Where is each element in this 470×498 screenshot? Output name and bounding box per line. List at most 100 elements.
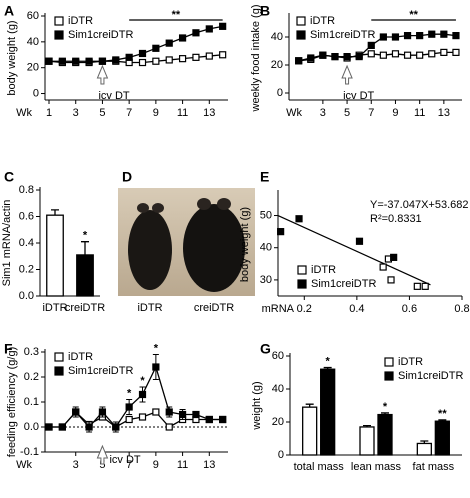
- legend-label: iDTR: [68, 15, 93, 27]
- bar: [377, 413, 393, 456]
- y-tick-label: -0.1: [20, 446, 39, 458]
- error-bar: [81, 241, 89, 255]
- marker: [72, 57, 80, 65]
- legend-label: Sim1creiDTR: [311, 278, 376, 290]
- legend-swatch: [384, 357, 394, 367]
- icv-arrow: [96, 444, 109, 465]
- x-tick-label: 7: [126, 459, 132, 471]
- x-tick-label: 7: [126, 107, 132, 119]
- y-axis-label: body weight (g): [6, 20, 18, 95]
- legend-label: Sim1creiDTR: [68, 29, 133, 41]
- y-tick-label: 30: [260, 274, 272, 286]
- significance-label: **: [409, 9, 418, 21]
- marker: [219, 22, 227, 30]
- x-axis-label: Wk: [16, 459, 32, 471]
- icv-label: icv DT: [98, 90, 129, 102]
- marker: [367, 41, 375, 50]
- panel-letter: F: [4, 341, 13, 357]
- legend-swatch: [54, 30, 64, 40]
- x-tick-label: total mass: [294, 461, 345, 473]
- marker: [295, 215, 303, 223]
- x-axis-label: mRNA: [262, 303, 295, 315]
- mouse-ear: [217, 198, 231, 210]
- bar: [434, 420, 450, 456]
- marker: [192, 53, 200, 61]
- marker: [85, 57, 93, 65]
- mouse-ear: [197, 198, 211, 210]
- y-tick-label: 40: [27, 36, 39, 48]
- legend-label: iDTR: [310, 15, 335, 27]
- marker: [452, 48, 460, 57]
- marker: [58, 423, 66, 431]
- icv-label: icv DT: [343, 90, 374, 102]
- marker: [367, 50, 375, 58]
- x-tick-label: 9: [153, 107, 159, 119]
- marker: [125, 53, 133, 61]
- legend-swatch: [296, 30, 306, 40]
- marker: [165, 423, 173, 431]
- marker: [219, 415, 227, 424]
- marker: [72, 408, 80, 416]
- y-axis-label: feeding efficiency (g/g): [6, 347, 18, 457]
- icv-arrow: [341, 64, 353, 85]
- x-tick-label: 0.8: [454, 303, 469, 315]
- marker: [178, 55, 187, 63]
- fit-r2: R²=0.8331: [370, 213, 422, 225]
- significance-label: *: [326, 355, 331, 367]
- legend-label: iDTR: [311, 264, 336, 276]
- marker: [205, 415, 213, 424]
- legend-swatch: [54, 16, 64, 26]
- icv-arrow: [96, 64, 109, 85]
- marker: [403, 51, 412, 59]
- legend-swatch: [54, 366, 64, 376]
- bar: [359, 426, 375, 456]
- marker: [391, 50, 400, 58]
- marker: [277, 228, 285, 236]
- x-tick-label: 3: [73, 107, 79, 119]
- marker: [379, 33, 387, 41]
- marker: [319, 51, 327, 59]
- marker: [331, 52, 339, 61]
- marker: [125, 415, 133, 424]
- marker: [379, 263, 387, 271]
- marker: [138, 58, 147, 67]
- significance-label: *: [127, 387, 132, 399]
- legend-label: Sim1creiDTR: [68, 365, 133, 377]
- bar: [302, 406, 318, 456]
- y-axis-label: weekly food intake (g): [250, 5, 262, 113]
- legend-swatch: [297, 279, 307, 289]
- marker: [165, 56, 173, 64]
- legend-swatch: [54, 352, 64, 362]
- photo-label: iDTR: [137, 302, 162, 314]
- marker: [416, 31, 424, 40]
- x-tick-label: 9: [392, 107, 398, 119]
- marker: [416, 51, 424, 59]
- significance-label: *: [154, 342, 159, 354]
- marker: [452, 31, 460, 40]
- legend-swatch: [384, 371, 394, 381]
- y-tick-label: 40: [272, 383, 284, 395]
- y-tick-label: 0.8: [19, 184, 34, 196]
- panel-letter: C: [4, 169, 14, 185]
- legend-swatch: [297, 265, 307, 275]
- marker: [295, 57, 303, 65]
- marker: [421, 282, 429, 290]
- marker: [440, 48, 448, 57]
- bar: [76, 254, 94, 297]
- legend-swatch: [296, 16, 306, 26]
- x-axis-label: Wk: [16, 107, 32, 119]
- mouse-idtr: [128, 210, 172, 290]
- legend-label: iDTR: [398, 356, 423, 368]
- y-tick-label: 60: [272, 350, 284, 362]
- y-tick-label: 0.2: [19, 263, 34, 275]
- panel-letter: A: [4, 3, 14, 19]
- marker: [165, 408, 173, 416]
- legend-label: Sim1creiDTR: [398, 370, 463, 382]
- marker: [192, 29, 200, 37]
- marker: [152, 57, 160, 65]
- marker: [387, 276, 395, 284]
- marker: [165, 39, 173, 47]
- marker: [152, 44, 160, 52]
- significance-label: *: [140, 375, 145, 387]
- y-tick-label: 60: [27, 10, 39, 22]
